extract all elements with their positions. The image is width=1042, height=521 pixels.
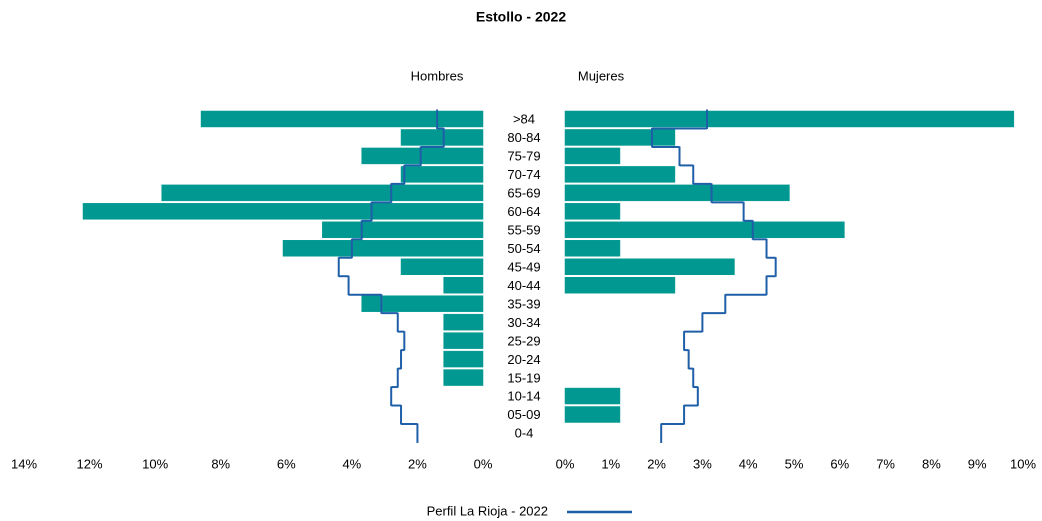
bar (322, 221, 484, 239)
x-tick-label: 0% (556, 456, 575, 471)
bar (564, 184, 790, 202)
panel-title: Mujeres (578, 68, 625, 83)
x-tick-label: 7% (876, 456, 895, 471)
x-tick-label: 6% (277, 456, 296, 471)
x-tick-label: 3% (693, 456, 712, 471)
bar (564, 203, 621, 220)
bar (361, 295, 484, 312)
category-label: 75-79 (507, 149, 540, 164)
category-label: 55-59 (507, 222, 540, 237)
x-tick-label: 2% (647, 456, 666, 471)
bar (564, 258, 735, 275)
x-tick-label: 0% (474, 456, 493, 471)
x-tick-label: 8% (211, 456, 230, 471)
chart-title: Estollo - 2022 (476, 9, 566, 25)
category-label: 35-39 (507, 296, 540, 311)
category-label: 65-69 (507, 186, 540, 201)
bar (443, 369, 484, 386)
x-tick-label: 6% (830, 456, 849, 471)
bar (400, 166, 484, 183)
bar (564, 221, 845, 239)
panel-title: Hombres (411, 68, 464, 83)
bar (200, 110, 484, 128)
category-label: 20-24 (507, 352, 540, 367)
bar (564, 276, 676, 294)
category-label: 15-19 (507, 370, 540, 385)
x-tick-label: 4% (739, 456, 758, 471)
category-label: 25-29 (507, 333, 540, 348)
x-tick-label: 14% (11, 456, 37, 471)
x-tick-label: 9% (968, 456, 987, 471)
legend-label: Perfil La Rioja - 2022 (427, 503, 548, 518)
bar (564, 110, 1015, 128)
x-tick-label: 10% (1010, 456, 1036, 471)
category-label: 80-84 (507, 130, 540, 145)
category-label: 70-74 (507, 167, 540, 182)
bar (361, 147, 484, 165)
x-tick-label: 12% (77, 456, 103, 471)
bar (82, 203, 484, 220)
category-label: 40-44 (507, 278, 540, 293)
bar (161, 184, 484, 202)
x-tick-label: 8% (922, 456, 941, 471)
x-tick-label: 10% (142, 456, 168, 471)
category-label: >84 (513, 112, 535, 127)
category-label: 50-54 (507, 241, 540, 256)
category-label: 60-64 (507, 204, 540, 219)
bar (564, 147, 621, 165)
bar (282, 240, 484, 257)
bar (443, 313, 484, 331)
category-label: 30-34 (507, 315, 540, 330)
x-tick-label: 2% (408, 456, 427, 471)
bar (400, 258, 484, 275)
bar (564, 406, 621, 423)
bar (564, 240, 621, 257)
x-tick-label: 5% (785, 456, 804, 471)
bar (443, 276, 484, 294)
bar (564, 129, 676, 146)
category-label: 45-49 (507, 259, 540, 274)
x-tick-label: 1% (601, 456, 620, 471)
category-label: 0-4 (515, 426, 534, 441)
bar (443, 350, 484, 368)
bar (400, 129, 484, 146)
bar (443, 332, 484, 349)
bar (564, 166, 676, 183)
x-tick-label: 4% (342, 456, 361, 471)
bar (564, 387, 621, 405)
category-label: 10-14 (507, 389, 540, 404)
category-label: 05-09 (507, 407, 540, 422)
